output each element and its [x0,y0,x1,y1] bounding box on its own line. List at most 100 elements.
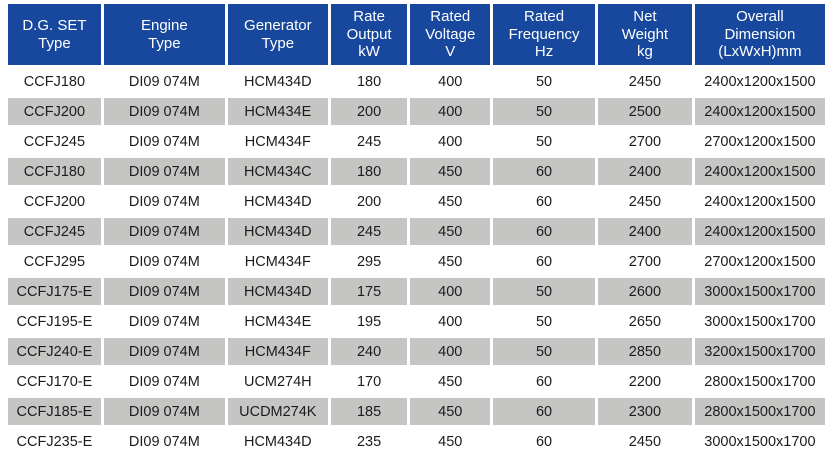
column-header-engine-type: Engine Type [103,4,225,65]
cell-net-weight: 2700 [598,128,692,155]
cell-net-weight: 2450 [598,188,692,215]
table-body: CCFJ180 DI09 074M HCM434D 180 400 50 245… [8,68,825,455]
cell-overall-dimension: 2700x1200x1500 [694,128,825,155]
cell-rate-output: 240 [330,338,408,365]
cell-rate-output: 295 [330,248,408,275]
cell-overall-dimension: 3000x1500x1700 [694,278,825,305]
cell-net-weight: 2450 [598,68,692,95]
cell-rated-voltage: 450 [410,368,491,395]
column-header-dg-set-type: D.G. SET Type [8,4,101,65]
cell-overall-dimension: 2400x1200x1500 [694,188,825,215]
cell-engine-type: DI09 074M [103,398,225,425]
cell-rate-output: 185 [330,398,408,425]
cell-overall-dimension: 2800x1500x1700 [694,398,825,425]
cell-rated-voltage: 450 [410,248,491,275]
cell-dg-set-type: CCFJ185-E [8,398,101,425]
cell-rated-voltage: 450 [410,428,491,455]
cell-net-weight: 2700 [598,248,692,275]
cell-generator-type: UCM274H [227,368,328,395]
cell-dg-set-type: CCFJ235-E [8,428,101,455]
table-row: CCFJ175-E DI09 074M HCM434D 175 400 50 2… [8,278,825,305]
cell-dg-set-type: CCFJ240-E [8,338,101,365]
cell-generator-type: HCM434F [227,128,328,155]
cell-overall-dimension: 2400x1200x1500 [694,218,825,245]
cell-generator-type: HCM434D [227,428,328,455]
table-row: CCFJ180 DI09 074M HCM434C 180 450 60 240… [8,158,825,185]
cell-rate-output: 175 [330,278,408,305]
cell-rated-frequency: 60 [493,398,595,425]
table-row: CCFJ200 DI09 074M HCM434D 200 450 60 245… [8,188,825,215]
cell-net-weight: 2500 [598,98,692,125]
cell-engine-type: DI09 074M [103,338,225,365]
table-row: CCFJ195-E DI09 074M HCM434E 195 400 50 2… [8,308,825,335]
cell-overall-dimension: 3200x1500x1700 [694,338,825,365]
cell-dg-set-type: CCFJ245 [8,218,101,245]
column-header-rated-voltage: Rated Voltage V [410,4,491,65]
cell-generator-type: HCM434E [227,308,328,335]
cell-rated-frequency: 50 [493,98,595,125]
cell-generator-type: HCM434D [227,188,328,215]
table-header: D.G. SET Type Engine Type Generator Type… [8,4,825,65]
cell-rated-frequency: 50 [493,338,595,365]
table-row: CCFJ235-E DI09 074M HCM434D 235 450 60 2… [8,428,825,455]
cell-engine-type: DI09 074M [103,248,225,275]
cell-dg-set-type: CCFJ170-E [8,368,101,395]
cell-overall-dimension: 3000x1500x1700 [694,308,825,335]
cell-rated-frequency: 60 [493,248,595,275]
cell-dg-set-type: CCFJ200 [8,188,101,215]
cell-overall-dimension: 2700x1200x1500 [694,248,825,275]
generator-spec-table: D.G. SET Type Engine Type Generator Type… [5,1,828,458]
column-header-net-weight: Net Weight kg [598,4,692,65]
table-row: CCFJ295 DI09 074M HCM434F 295 450 60 270… [8,248,825,275]
cell-net-weight: 2650 [598,308,692,335]
cell-overall-dimension: 2400x1200x1500 [694,158,825,185]
cell-rate-output: 180 [330,68,408,95]
column-header-generator-type: Generator Type [227,4,328,65]
cell-rated-voltage: 400 [410,98,491,125]
cell-net-weight: 2850 [598,338,692,365]
table-row: CCFJ180 DI09 074M HCM434D 180 400 50 245… [8,68,825,95]
cell-rate-output: 170 [330,368,408,395]
cell-generator-type: HCM434F [227,338,328,365]
cell-engine-type: DI09 074M [103,218,225,245]
cell-generator-type: HCM434D [227,218,328,245]
cell-generator-type: HCM434E [227,98,328,125]
cell-dg-set-type: CCFJ245 [8,128,101,155]
cell-rate-output: 235 [330,428,408,455]
cell-overall-dimension: 2400x1200x1500 [694,98,825,125]
cell-rated-voltage: 400 [410,68,491,95]
column-header-rated-frequency: Rated Frequency Hz [493,4,595,65]
cell-rated-voltage: 400 [410,308,491,335]
cell-rated-frequency: 60 [493,218,595,245]
cell-engine-type: DI09 074M [103,98,225,125]
cell-generator-type: HCM434D [227,278,328,305]
cell-rate-output: 200 [330,188,408,215]
cell-dg-set-type: CCFJ180 [8,68,101,95]
cell-dg-set-type: CCFJ175-E [8,278,101,305]
cell-rate-output: 180 [330,158,408,185]
table-row: CCFJ245 DI09 074M HCM434D 245 450 60 240… [8,218,825,245]
cell-engine-type: DI09 074M [103,158,225,185]
table-row: CCFJ170-E DI09 074M UCM274H 170 450 60 2… [8,368,825,395]
cell-rated-frequency: 50 [493,128,595,155]
cell-dg-set-type: CCFJ180 [8,158,101,185]
cell-engine-type: DI09 074M [103,308,225,335]
cell-engine-type: DI09 074M [103,188,225,215]
cell-net-weight: 2300 [598,398,692,425]
cell-generator-type: HCM434D [227,68,328,95]
cell-rated-frequency: 50 [493,278,595,305]
cell-rated-voltage: 450 [410,218,491,245]
cell-net-weight: 2450 [598,428,692,455]
cell-dg-set-type: CCFJ195-E [8,308,101,335]
cell-engine-type: DI09 074M [103,278,225,305]
column-header-rate-output: Rate Output kW [330,4,408,65]
cell-rate-output: 200 [330,98,408,125]
cell-rated-frequency: 50 [493,308,595,335]
table-row: CCFJ245 DI09 074M HCM434F 245 400 50 270… [8,128,825,155]
cell-overall-dimension: 3000x1500x1700 [694,428,825,455]
cell-engine-type: DI09 074M [103,68,225,95]
cell-net-weight: 2400 [598,158,692,185]
cell-dg-set-type: CCFJ200 [8,98,101,125]
cell-rated-voltage: 400 [410,338,491,365]
cell-rated-voltage: 400 [410,278,491,305]
